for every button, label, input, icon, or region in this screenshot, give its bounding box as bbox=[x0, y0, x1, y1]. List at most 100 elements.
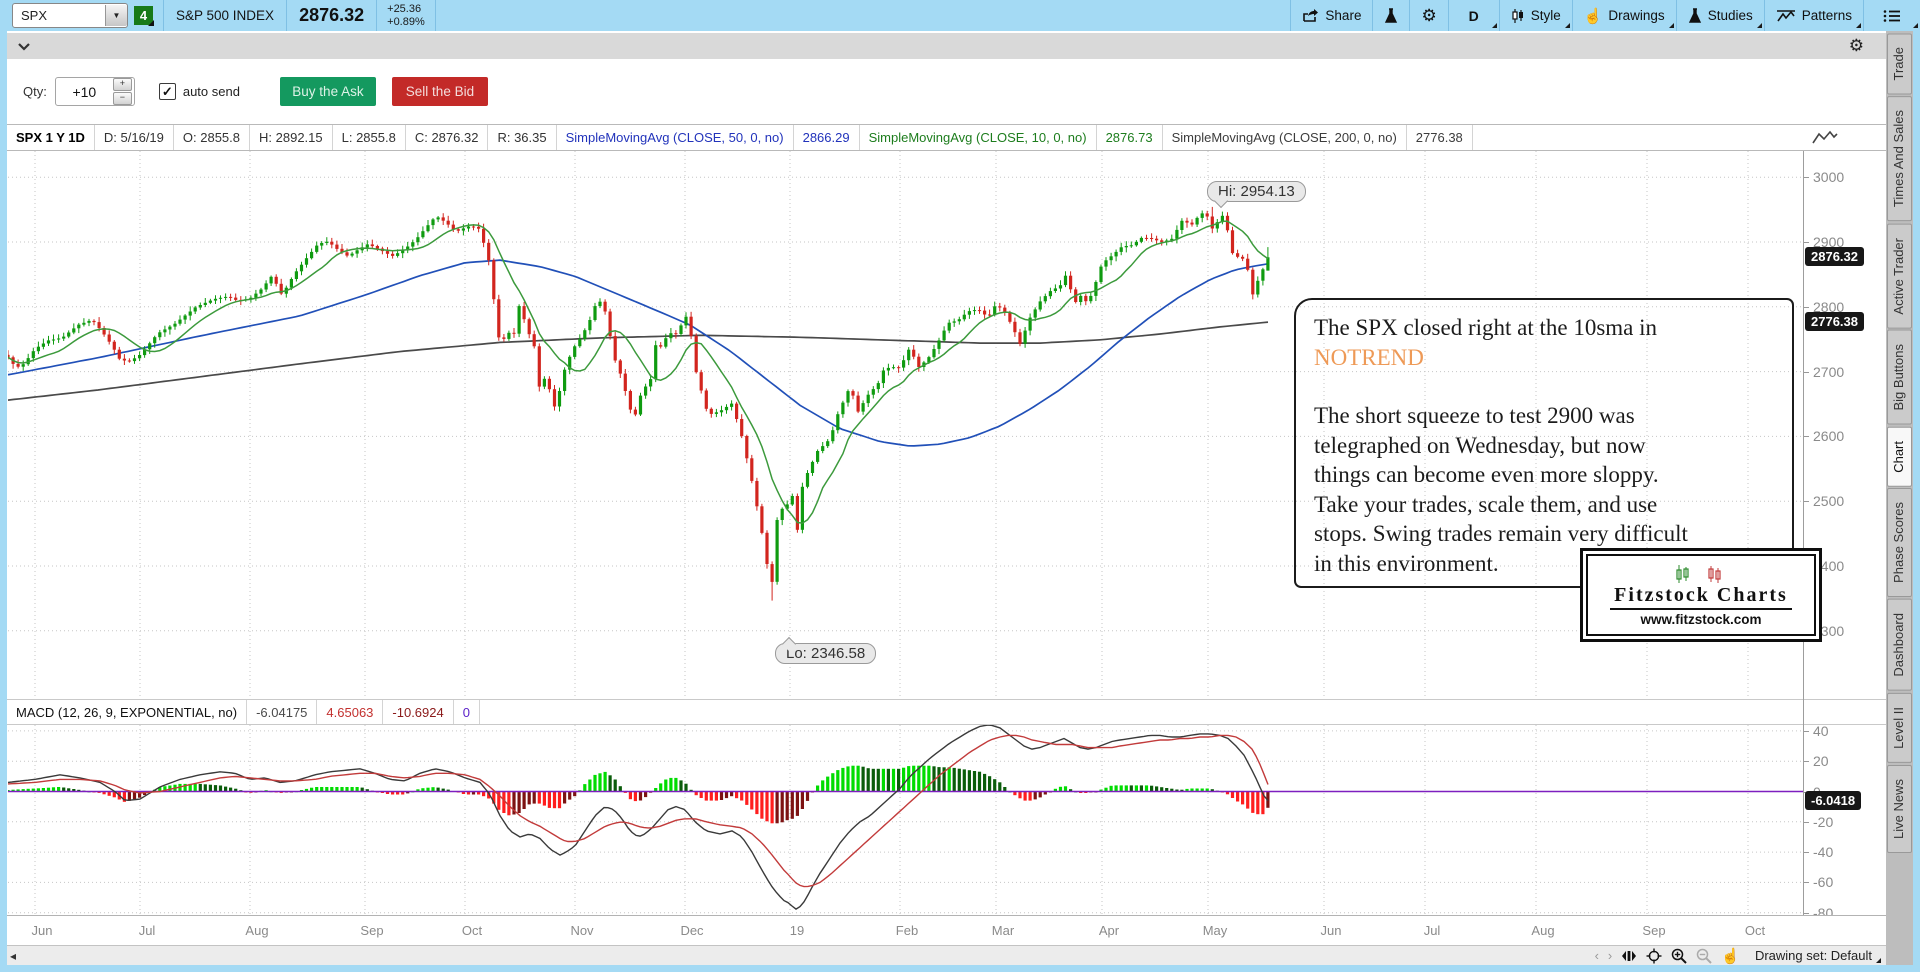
time-axis-label: Sep bbox=[360, 923, 384, 938]
note-line: The short squeeze to test 2900 was bbox=[1314, 403, 1635, 428]
timeframe-button[interactable]: D bbox=[1449, 0, 1499, 31]
time-axis-label: Jul bbox=[1423, 923, 1441, 938]
macd-header-segment-0: MACD (12, 26, 9, EXPONENTIAL, no) bbox=[7, 700, 248, 724]
drawings-button[interactable]: ☝ Drawings bbox=[1573, 0, 1676, 31]
time-axis-label: Sep bbox=[1642, 923, 1666, 938]
logo-candles-icon bbox=[1676, 564, 1721, 583]
horizontal-scrollbar[interactable]: ◂ ‹ › ☝ Drawing set: Default bbox=[7, 945, 1886, 965]
buy-ask-button[interactable]: Buy the Ask bbox=[279, 77, 376, 106]
axis-label: 2900 bbox=[1813, 234, 1845, 250]
panel-gear-icon[interactable]: ⚙ bbox=[1848, 36, 1864, 55]
patterns-icon bbox=[1776, 10, 1795, 22]
sidebar-tab-live-news[interactable]: Live News bbox=[1887, 764, 1912, 853]
quantity-stepper[interactable]: +10 + − bbox=[54, 77, 135, 106]
axis-label: 3000 bbox=[1813, 169, 1845, 186]
sidebar-tab-active-trader[interactable]: Active Trader bbox=[1887, 223, 1912, 329]
axis-label: 40 bbox=[1813, 722, 1829, 739]
axis-label: 2600 bbox=[1813, 428, 1845, 445]
qty-increase-button[interactable]: + bbox=[112, 78, 132, 91]
note-line: Take your trades, scale them, and use bbox=[1314, 491, 1658, 517]
symbol-group: SPX ▼ 4 S&P 500 INDEX 2876.32 +25.36 +0.… bbox=[0, 0, 436, 31]
macd-header: MACD (12, 26, 9, EXPONENTIAL, no) -6.0417… bbox=[7, 699, 1886, 725]
axis-tick bbox=[1804, 761, 1809, 763]
time-axis-label: Dec bbox=[680, 923, 704, 938]
last-price-axis-badge: 2876.32 bbox=[1805, 247, 1864, 266]
auto-send-checkbox[interactable]: ✓ bbox=[158, 83, 176, 100]
separator bbox=[1447, 0, 1449, 31]
settings-button[interactable]: ⚙ bbox=[1410, 0, 1447, 31]
time-axis-label: Feb bbox=[895, 923, 919, 938]
separator bbox=[1498, 0, 1500, 31]
sidebar-tab-dashboard[interactable]: Dashboard bbox=[1887, 599, 1912, 691]
drawing-set-label: Drawing set: Default bbox=[1754, 948, 1872, 963]
sidebar-tab-big-buttons[interactable]: Big Buttons bbox=[1887, 330, 1912, 425]
sidebar-tab-times-and-sales[interactable]: Times And Sales bbox=[1887, 96, 1912, 222]
style-button[interactable]: Style bbox=[1500, 0, 1572, 31]
price-header-segment-2: O: 2855.8 bbox=[174, 125, 251, 150]
flag-count-badge[interactable]: 4 bbox=[134, 6, 154, 26]
pan-hand-icon[interactable]: ☝ bbox=[1721, 947, 1740, 965]
zoom-in-icon[interactable] bbox=[1671, 948, 1687, 964]
chart-zigzag-icon[interactable] bbox=[1812, 130, 1838, 147]
analysis-flask-button[interactable] bbox=[1373, 0, 1409, 31]
axis-tick bbox=[1804, 730, 1809, 732]
qty-decrease-button[interactable]: − bbox=[112, 92, 132, 105]
symbol-dropdown-button[interactable]: ▼ bbox=[105, 5, 127, 26]
separator bbox=[1409, 0, 1411, 31]
price-header-segment-0: SPX 1 Y 1D bbox=[7, 125, 95, 150]
sidebar-tab-trade[interactable]: Trade bbox=[1887, 33, 1912, 95]
price-header-segment-8: 2866.29 bbox=[794, 125, 860, 150]
time-axis-label: Jul bbox=[138, 923, 156, 938]
sidebar-tab-phase-scores[interactable]: Phase Scores bbox=[1887, 488, 1912, 598]
separator bbox=[1675, 0, 1677, 31]
note-line: things can become even more sloppy. bbox=[1314, 462, 1659, 487]
macd-header-segment-1: -6.04175 bbox=[247, 700, 318, 724]
studies-label: Studies bbox=[1707, 8, 1753, 23]
collapse-chevron-button[interactable] bbox=[17, 42, 31, 51]
fitzstock-logo[interactable]: Fitzstock Charts www.fitzstock.com bbox=[1580, 548, 1822, 642]
note-line: in this environment. bbox=[1314, 550, 1499, 576]
macd-plot[interactable] bbox=[8, 725, 1803, 915]
analysis-note[interactable]: The SPX closed right at the 10sma in NOT… bbox=[1294, 298, 1794, 588]
drawing-set-selector[interactable]: Drawing set: Default bbox=[1749, 948, 1882, 963]
scroll-left-arrow[interactable]: ◂ bbox=[10, 948, 17, 963]
symbol-combo[interactable]: SPX ▼ bbox=[12, 3, 128, 28]
share-button[interactable]: Share bbox=[1291, 0, 1372, 31]
pan-right-icon[interactable]: › bbox=[1607, 948, 1613, 963]
pan-left-icon[interactable]: ‹ bbox=[1594, 948, 1599, 963]
axis-tick bbox=[1804, 306, 1809, 308]
sidebar-tab-level-ii[interactable]: Level II bbox=[1887, 692, 1912, 763]
separator bbox=[1290, 0, 1292, 31]
axis-tick bbox=[1804, 912, 1809, 914]
menu-list-button[interactable] bbox=[1864, 0, 1920, 31]
separator bbox=[1763, 0, 1765, 31]
time-axis-label: Jun bbox=[31, 923, 53, 938]
price-header-segment-7: SimpleMovingAvg (CLOSE, 50, 0, no) bbox=[557, 125, 794, 150]
studies-button[interactable]: Studies bbox=[1677, 0, 1764, 31]
sidebar-tab-chart[interactable]: Chart bbox=[1887, 426, 1912, 487]
pan-mode-icon[interactable] bbox=[1621, 950, 1637, 962]
zoom-out-icon[interactable] bbox=[1696, 948, 1712, 964]
axis-divider bbox=[1803, 151, 1804, 915]
hand-icon: ☝ bbox=[1583, 7, 1603, 25]
price-header-segment-12: 2776.38 bbox=[1407, 125, 1473, 150]
flask-icon bbox=[1688, 7, 1701, 23]
axis-tick bbox=[1804, 501, 1809, 503]
drawings-label: Drawings bbox=[1608, 8, 1665, 23]
chevron-down-icon bbox=[18, 42, 30, 51]
logo-url: www.fitzstock.com bbox=[1640, 611, 1762, 627]
patterns-button[interactable]: Patterns bbox=[1765, 0, 1863, 31]
dropdown-corner bbox=[1876, 958, 1881, 963]
high-callout[interactable]: Hi: 2954.13 bbox=[1207, 181, 1306, 202]
crosshair-icon[interactable] bbox=[1646, 948, 1662, 964]
time-axis-label: Mar bbox=[991, 923, 1015, 938]
sell-bid-button[interactable]: Sell the Bid bbox=[391, 77, 488, 106]
logo-frame: Fitzstock Charts www.fitzstock.com bbox=[1586, 554, 1816, 636]
price-chart-header: SPX 1 Y 1D D: 5/16/19 O: 2855.8 H: 2892.15 L… bbox=[7, 124, 1886, 151]
axis-label: 2800 bbox=[1813, 298, 1845, 315]
price-chart-plot[interactable] bbox=[8, 151, 1803, 699]
symbol-name: S&P 500 INDEX bbox=[176, 8, 275, 23]
list-icon bbox=[1883, 9, 1900, 22]
low-callout[interactable]: Lo: 2346.58 bbox=[775, 643, 877, 664]
